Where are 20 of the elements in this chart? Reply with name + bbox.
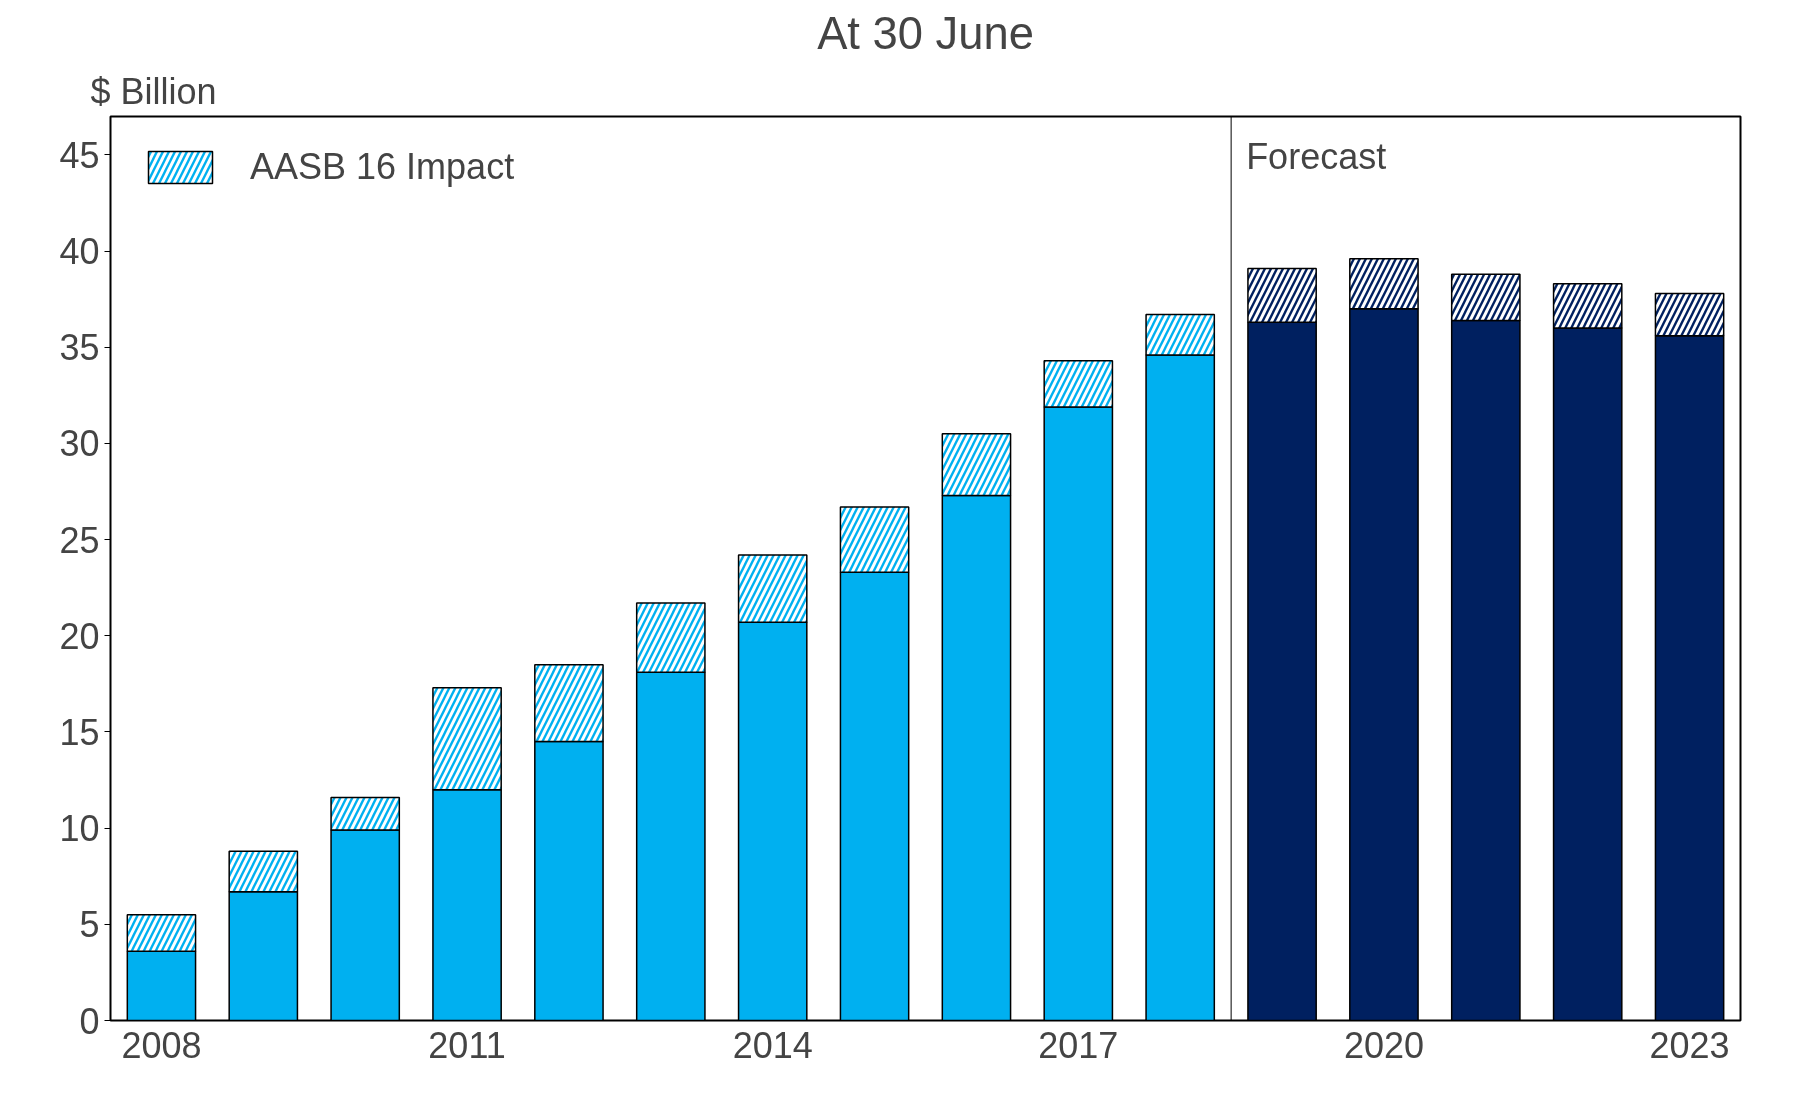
x-tick-label: 2008	[121, 1024, 202, 1066]
x-tick-label: 2014	[732, 1024, 813, 1066]
chart-title: At 30 June	[817, 7, 1034, 59]
y-tick-label: 15	[59, 711, 100, 753]
y-tick-label: 0	[79, 1000, 100, 1042]
x-tick-label: 2023	[1649, 1024, 1730, 1066]
y-tick-label: 10	[59, 808, 100, 850]
y-tick-label: 20	[59, 615, 100, 657]
y-tick-label: 40	[59, 231, 100, 273]
y-tick-label: 5	[79, 904, 100, 946]
x-tick-label: 2017	[1038, 1024, 1119, 1066]
legend-label: AASB 16 Impact	[250, 146, 515, 188]
y-tick-label: 25	[59, 519, 100, 561]
y-tick-label: 45	[59, 134, 100, 176]
x-tick-label: 2020	[1343, 1024, 1424, 1066]
x-tick-label: 2011	[428, 1024, 506, 1066]
ref-line-label: Forecast	[1246, 135, 1387, 177]
y-tick-label: 30	[59, 423, 100, 465]
y-axis-title: $ Billion	[90, 70, 217, 112]
y-tick-label: 35	[59, 327, 100, 369]
